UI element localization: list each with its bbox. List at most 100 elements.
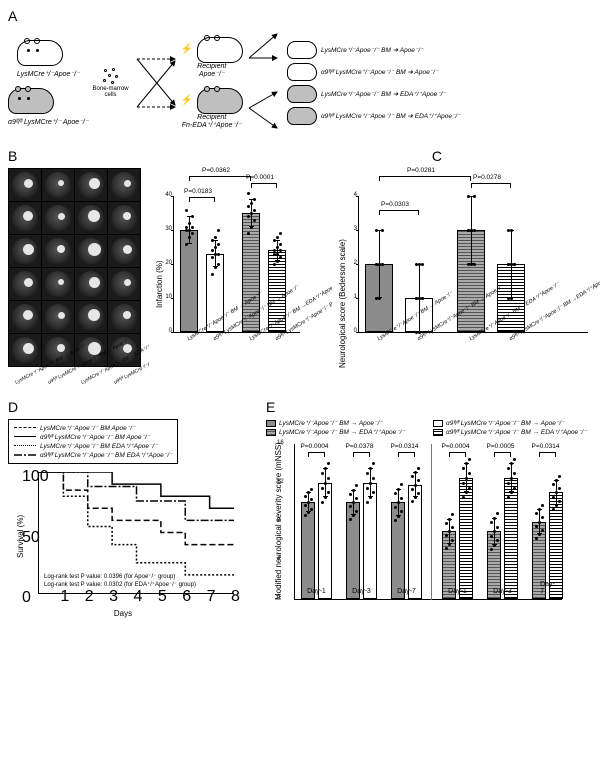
data-point: [552, 483, 555, 486]
data-point: [211, 239, 214, 242]
data-point: [276, 246, 279, 249]
bar: [363, 483, 377, 599]
data-point: [411, 475, 414, 478]
data-point: [321, 472, 324, 475]
data-point: [473, 229, 476, 232]
p-value: P=0.0314: [391, 443, 419, 450]
data-point: [451, 513, 454, 516]
data-point: [327, 462, 330, 465]
ytick: 3: [339, 226, 357, 232]
mri-slice: [42, 301, 74, 333]
data-point: [510, 462, 513, 465]
donor-1-label: LysMCre⁺/⁻Apoe⁻/⁻: [17, 70, 80, 78]
data-point: [324, 467, 327, 470]
data-point: [448, 543, 451, 546]
data-point: [397, 488, 400, 491]
mri-slice: [75, 301, 107, 333]
data-point: [253, 209, 256, 212]
data-point: [378, 297, 381, 300]
data-point: [366, 487, 369, 490]
data-point: [352, 489, 355, 492]
legend-item: LysMCre⁺/⁻Apoe⁻/⁻ BM EDA⁺/⁺Apoe⁻/⁻: [14, 442, 172, 450]
donor-mouse-2: [8, 88, 54, 114]
xtick: 2: [85, 588, 94, 606]
p-bracket: [251, 183, 277, 184]
data-point: [211, 249, 214, 252]
chartB-plot: 010203040P=0.0183P=0.0362P=0.0001LysMCre…: [173, 196, 300, 333]
xtick: 7: [207, 588, 216, 606]
data-point: [490, 535, 493, 538]
data-point: [394, 492, 397, 495]
bm-cells: Bone-marrow cells: [93, 68, 129, 98]
data-point: [507, 467, 510, 470]
legend-item: LysMCre⁺/⁻Apoe⁻/⁻ BM Apoe⁻/⁻: [14, 424, 172, 432]
data-point: [188, 229, 191, 232]
data-point: [381, 263, 384, 266]
data-point: [273, 239, 276, 242]
data-point: [369, 467, 372, 470]
donor-2-label: α9ᶠˡ/ᶠˡ LysMCre⁺/⁻ Apoe⁻/⁻: [8, 118, 89, 126]
legend-item: LysMCre⁺/⁻Apoe⁻/⁻ BM → Apoe⁻/⁻: [266, 419, 425, 427]
data-point: [411, 488, 414, 491]
data-point: [558, 475, 561, 478]
xtick: 1: [60, 588, 69, 606]
mnss-chart: Modified neurological severity score (mN…: [266, 440, 566, 620]
p-bracket: [398, 452, 415, 453]
ytick: 30: [154, 226, 172, 232]
data-point: [470, 229, 473, 232]
mri-slice: [9, 301, 41, 333]
p-bracket: [494, 452, 511, 453]
data-point: [468, 458, 471, 461]
data-point: [276, 236, 279, 239]
xtick: 6: [182, 588, 191, 606]
data-point: [355, 497, 358, 500]
logrank-2: Log-rank test P value: 0.0302 (for EDA⁺/…: [44, 581, 196, 588]
data-point: [448, 518, 451, 521]
mri-grid: [8, 168, 141, 367]
data-point: [535, 525, 538, 528]
survival-chart: Survival (%) Days 05010012345678 Log-ran…: [8, 468, 238, 618]
mri-slice: [108, 169, 140, 201]
data-point: [473, 263, 476, 266]
day-label: Day-7: [540, 581, 555, 595]
data-point: [304, 495, 307, 498]
data-point: [321, 487, 324, 490]
data-point: [465, 462, 468, 465]
data-point: [369, 482, 372, 485]
data-point: [394, 506, 397, 509]
data-point: [324, 482, 327, 485]
data-point: [414, 484, 417, 487]
recipient-mouse-2: [197, 88, 243, 114]
day-label: Day-7: [397, 588, 416, 595]
panel-e: E LysMCre⁺/⁻Apoe⁻/⁻ BM → Apoe⁻/⁻α9ᶠˡ/ᶠˡ …: [266, 399, 592, 620]
mri-slice: [9, 235, 41, 267]
output-mouse: [287, 63, 317, 81]
p-value: P=0.0362: [202, 167, 230, 174]
donor-mouse-1: [17, 40, 63, 66]
recipient-mouse-1: [197, 37, 243, 63]
output-mouse: [287, 107, 317, 125]
panel-d-legend: LysMCre⁺/⁻Apoe⁻/⁻ BM Apoe⁻/⁻α9ᶠˡ/ᶠˡ LysM…: [8, 419, 178, 464]
mri-slice: [42, 235, 74, 267]
mri-slice: [9, 202, 41, 234]
data-point: [188, 236, 191, 239]
p-value: P=0.0378: [346, 443, 374, 450]
data-point: [558, 500, 561, 503]
bar: [318, 483, 332, 599]
panel-a-label: A: [8, 8, 592, 24]
panel-d: D LysMCre⁺/⁻Apoe⁻/⁻ BM Apoe⁻/⁻α9ᶠˡ/ᶠˡ Ly…: [8, 399, 258, 620]
data-point: [279, 232, 282, 235]
data-point: [462, 482, 465, 485]
data-point: [310, 488, 313, 491]
data-point: [445, 547, 448, 550]
chartE-plot: 0481216Day-1Day-3Day-7Day-1Day-3Day-7P=0…: [294, 444, 562, 600]
data-point: [468, 472, 471, 475]
legend-item: α9ᶠˡ/ᶠˡ LysMCre⁺/⁻Apoe⁻/⁻ BM → Apoe⁻/⁻: [433, 419, 592, 427]
data-point: [217, 243, 220, 246]
data-point: [496, 512, 499, 515]
mri-slice: [75, 235, 107, 267]
data-point: [310, 508, 313, 511]
data-point: [467, 195, 470, 198]
mri-slice: [42, 169, 74, 201]
ytick: 0: [154, 328, 172, 334]
